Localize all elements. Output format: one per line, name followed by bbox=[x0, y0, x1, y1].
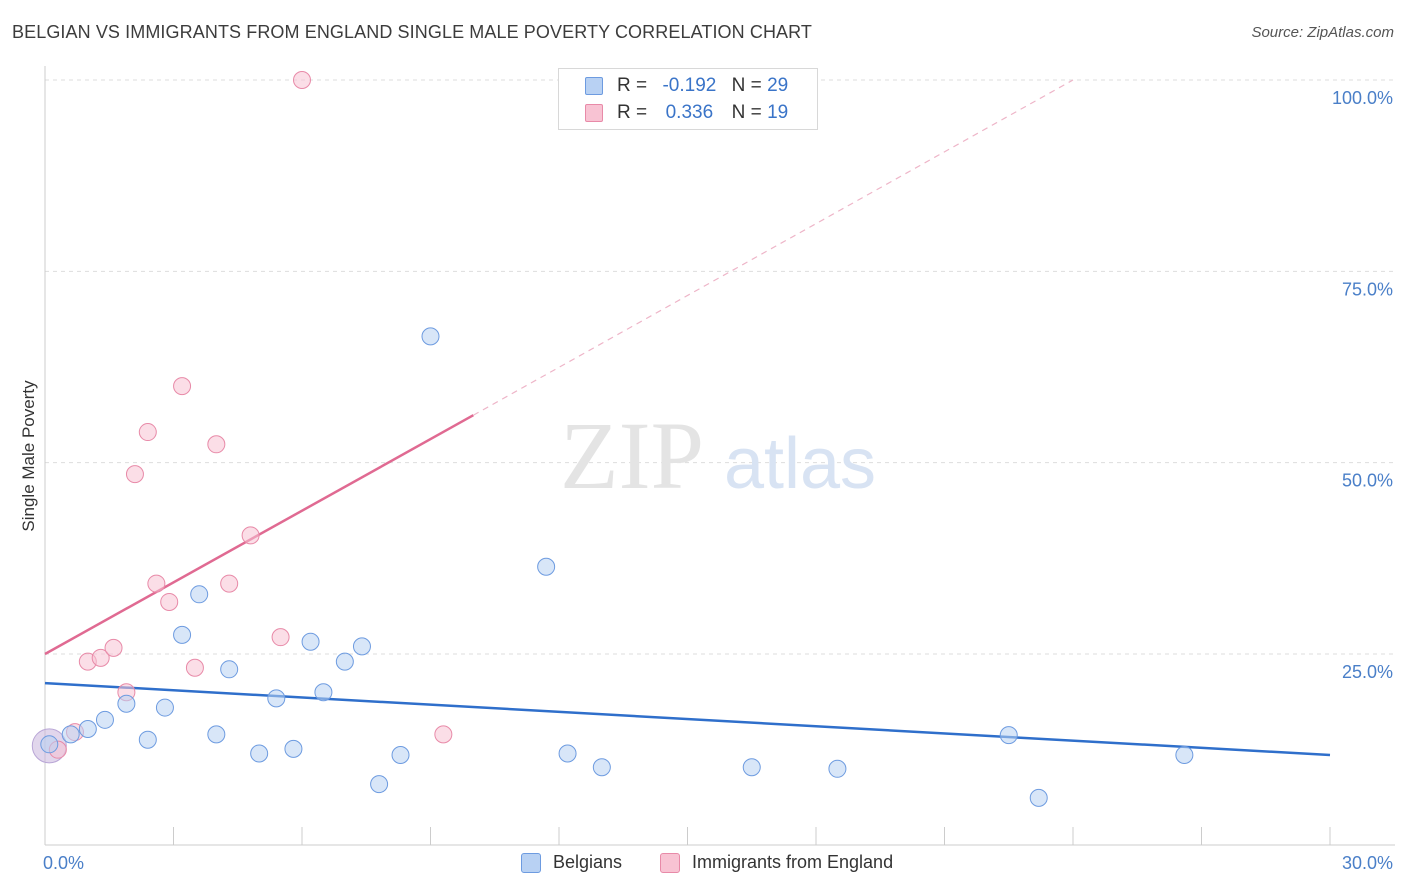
correlation-legend: R = -0.192 N = 29 R = 0.336 N = 19 bbox=[558, 68, 818, 130]
data-point-england bbox=[207, 435, 226, 454]
data-point-belgian bbox=[421, 327, 440, 346]
data-point-belgian bbox=[391, 746, 410, 765]
y-tick-label: 100.0% bbox=[1332, 88, 1393, 108]
data-point-belgian bbox=[173, 625, 192, 644]
data-point-belgian bbox=[301, 632, 320, 651]
belgians-trend-line bbox=[44, 681, 1331, 757]
data-point-england bbox=[125, 465, 144, 484]
data-point-belgian bbox=[207, 725, 226, 744]
legend-n-label: N = bbox=[731, 75, 762, 96]
watermark-atlas: atlas bbox=[724, 424, 876, 504]
data-point-belgian bbox=[250, 744, 269, 763]
data-point-england bbox=[185, 658, 204, 677]
data-points bbox=[31, 71, 1194, 807]
data-point-belgian bbox=[1029, 788, 1048, 807]
england-trend-extension bbox=[473, 79, 1074, 416]
data-point-belgian bbox=[117, 694, 136, 713]
data-point-england bbox=[434, 725, 453, 744]
data-point-belgian bbox=[284, 739, 303, 758]
data-point-belgian bbox=[558, 744, 577, 763]
data-point-belgian bbox=[190, 585, 209, 604]
series-legend-england[interactable]: Immigrants from England bbox=[660, 852, 893, 873]
data-point-england bbox=[147, 574, 166, 593]
y-axis-label: Single Male Poverty bbox=[19, 380, 38, 532]
watermark: ZIP atlas bbox=[560, 402, 876, 509]
data-point-belgian bbox=[40, 735, 59, 754]
series-legend-belgians[interactable]: Belgians bbox=[521, 852, 622, 873]
legend-r-label: R = bbox=[617, 75, 648, 96]
data-point-england bbox=[293, 71, 311, 89]
axes bbox=[44, 66, 1395, 846]
data-point-belgian bbox=[314, 683, 333, 702]
data-point-belgian bbox=[78, 720, 97, 739]
data-point-belgian bbox=[1175, 746, 1194, 765]
data-point-england bbox=[220, 574, 239, 593]
y-tick-label: 50.0% bbox=[1342, 471, 1393, 491]
data-point-belgian bbox=[267, 689, 286, 708]
source-label: Source: ZipAtlas.com bbox=[1251, 24, 1394, 41]
data-point-england bbox=[241, 526, 260, 545]
legend-r-value: -0.192 bbox=[662, 75, 717, 96]
data-point-england bbox=[160, 592, 179, 611]
legend-swatch-england bbox=[585, 104, 603, 122]
data-point-belgian bbox=[999, 726, 1018, 745]
series-legend-england-label: Immigrants from England bbox=[692, 852, 894, 872]
data-point-belgian bbox=[537, 557, 556, 576]
legend-n-value: 19 bbox=[767, 102, 789, 123]
data-point-england bbox=[173, 377, 192, 396]
chart-title: BELGIAN VS IMMIGRANTS FROM ENGLAND SINGL… bbox=[12, 22, 813, 42]
data-point-belgian bbox=[828, 759, 847, 778]
legend-n-label: N = bbox=[731, 102, 762, 123]
data-point-belgian bbox=[61, 725, 80, 744]
x-tick-label: 30.0% bbox=[1342, 853, 1393, 873]
swatch-belgians bbox=[521, 852, 541, 873]
grid-lines bbox=[45, 79, 1395, 655]
watermark-zip: ZIP bbox=[560, 402, 704, 509]
data-point-belgian bbox=[335, 652, 354, 671]
data-point-belgian bbox=[370, 775, 389, 794]
data-point-england bbox=[271, 628, 290, 647]
data-point-belgian bbox=[155, 698, 174, 717]
legend-swatch-belgians bbox=[585, 77, 603, 95]
series-legend: Belgians Immigrants from England bbox=[0, 852, 1406, 878]
series-legend-belgians-label: Belgians bbox=[553, 852, 623, 872]
data-point-england bbox=[91, 648, 110, 667]
data-point-belgian bbox=[742, 758, 761, 777]
data-point-belgian bbox=[220, 660, 239, 679]
y-tick-label: 25.0% bbox=[1342, 662, 1393, 682]
data-point-belgian bbox=[592, 758, 611, 777]
data-point-belgian bbox=[352, 637, 371, 656]
tick-labels: 25.0% 50.0% 75.0% 100.0% 0.0% 30.0% bbox=[43, 88, 1393, 873]
swatch-england bbox=[660, 852, 680, 873]
y-tick-label: 75.0% bbox=[1342, 279, 1393, 299]
legend-r-label: R = bbox=[617, 102, 648, 123]
data-point-belgian bbox=[95, 710, 114, 729]
data-point-england bbox=[104, 638, 123, 657]
data-point-belgian bbox=[138, 730, 157, 749]
legend-n-value: 29 bbox=[767, 75, 789, 96]
legend-r-value: 0.336 bbox=[665, 102, 714, 123]
data-point-england bbox=[138, 423, 157, 442]
x-tick-label: 0.0% bbox=[43, 853, 84, 873]
